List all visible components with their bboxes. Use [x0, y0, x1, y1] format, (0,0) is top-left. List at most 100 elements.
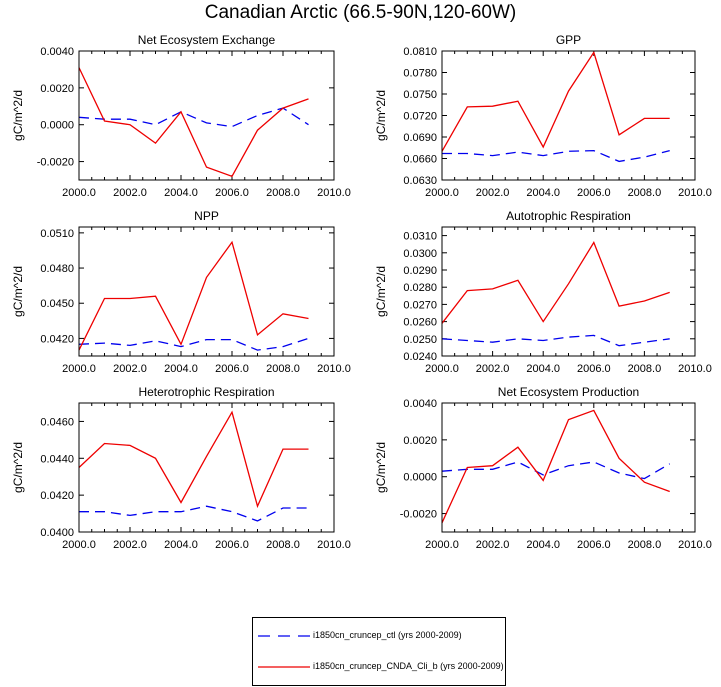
y-tick-label: 0.0460	[40, 416, 74, 428]
chart-panel-3: NPP gC/m^2/d 2000.0 2002.0 2004.0 2006.0 2008.…	[11, 209, 351, 375]
chart-panel-6: Net Ecosystem Production gC/m^2/d 2000.0 20…	[374, 385, 712, 551]
series-exp-line	[78, 67, 309, 178]
x-tick-label: 2006.0	[577, 539, 611, 551]
y-tick-label: 0.0400	[40, 527, 74, 539]
plot-frame	[441, 50, 696, 181]
x-tick-label: 2002.0	[113, 363, 147, 375]
chart-panel-5: Heterotrophic Respiration gC/m^2/d 2000.0 2…	[11, 385, 351, 551]
series-exp-line	[78, 410, 309, 509]
x-tick-label: 2000.0	[62, 539, 96, 551]
y-tick-label: 0.0250	[403, 334, 437, 346]
series-ctl-line	[441, 334, 670, 347]
series-exp-line	[78, 240, 309, 351]
y-axis-label: gC/m^2/d	[374, 442, 388, 493]
x-tick-label: 2008.0	[266, 187, 300, 199]
x-tick-label: 2006.0	[577, 363, 611, 375]
plot-frame	[78, 402, 335, 533]
x-tick-label: 2006.0	[215, 187, 249, 199]
x-tick-label: 2010.0	[317, 363, 351, 375]
y-tick-label: 0.0280	[403, 282, 437, 294]
x-tick-label: 2002.0	[476, 539, 510, 551]
y-tick-label: 0.0450	[40, 298, 74, 310]
y-tick-label: -0.0020	[400, 509, 437, 521]
y-axis-label: gC/m^2/d	[374, 90, 388, 141]
legend-entry-ctl: i1850cn_cruncep_ctl (yrs 2000-2009)	[253, 627, 505, 647]
panel-title: Heterotrophic Respiration	[138, 385, 274, 399]
legend-swatch-exp	[258, 666, 310, 668]
chart-panel-2: GPP gC/m^2/d 2000.0 2002.0 2004.0 2006.0 2008.…	[374, 33, 712, 199]
charts-canvas: Net Ecosystem Exchange gC/m^2/d 2000.0 2002…	[11, 33, 712, 551]
x-tick-label: 2000.0	[425, 187, 459, 199]
y-tick-label: -0.0020	[37, 157, 74, 169]
y-axis-label: gC/m^2/d	[11, 442, 25, 493]
y-axis-label: gC/m^2/d	[11, 90, 25, 141]
y-tick-label: 0.0660	[403, 154, 437, 166]
plot-frame	[441, 226, 696, 357]
panel-title: Net Ecosystem Production	[498, 385, 639, 399]
y-tick-label: 0.0270	[403, 299, 437, 311]
y-tick-label: 0.0690	[403, 132, 437, 144]
series-ctl-line	[79, 505, 309, 522]
legend-label-ctl: i1850cn_cruncep_ctl (yrs 2000-2009)	[313, 630, 462, 640]
y-tick-label: 0.0750	[403, 89, 437, 101]
x-tick-label: 2000.0	[62, 187, 96, 199]
x-tick-label: 2008.0	[628, 539, 662, 551]
x-tick-label: 2008.0	[266, 539, 300, 551]
x-tick-label: 2004.0	[164, 187, 198, 199]
series-ctl-line	[442, 149, 670, 163]
panel-title: Autotrophic Respiration	[506, 209, 631, 223]
x-tick-label: 2004.0	[164, 363, 198, 375]
x-tick-label: 2004.0	[164, 539, 198, 551]
legend: i1850cn_cruncep_ctl (yrs 2000-2009) i185…	[252, 617, 506, 686]
legend-label-exp: i1850cn_cruncep_CNDA_Cli_b (yrs 2000-200…	[313, 661, 504, 671]
x-tick-label: 2002.0	[476, 187, 510, 199]
x-tick-label: 2010.0	[678, 187, 712, 199]
y-tick-label: 0.0020	[403, 435, 437, 447]
y-tick-label: 0.0000	[403, 472, 437, 484]
x-tick-label: 2010.0	[317, 187, 351, 199]
x-tick-label: 2002.0	[113, 539, 147, 551]
y-tick-label: 0.0310	[403, 231, 437, 243]
x-tick-label: 2000.0	[425, 363, 459, 375]
x-tick-label: 2004.0	[526, 539, 560, 551]
y-axis-label: gC/m^2/d	[11, 266, 25, 317]
x-tick-label: 2000.0	[425, 539, 459, 551]
legend-swatch-ctl	[258, 635, 310, 637]
y-tick-label: 0.0440	[40, 453, 74, 465]
y-tick-label: 0.0420	[40, 490, 74, 502]
y-tick-label: 0.0630	[403, 175, 437, 187]
x-tick-label: 2010.0	[678, 539, 712, 551]
series-ctl-line	[78, 337, 309, 351]
plot-frame	[441, 402, 696, 533]
series-exp-line	[441, 241, 670, 324]
x-tick-label: 2006.0	[215, 539, 249, 551]
y-tick-label: 0.0720	[403, 111, 437, 123]
panel-title: GPP	[556, 33, 581, 47]
x-tick-label: 2008.0	[628, 363, 662, 375]
x-tick-label: 2004.0	[526, 187, 560, 199]
series-exp-line	[441, 409, 670, 524]
y-tick-label: 0.0040	[40, 46, 74, 58]
x-tick-label: 2010.0	[678, 363, 712, 375]
y-tick-label: 0.0810	[403, 46, 437, 58]
plot-frame	[78, 226, 335, 357]
y-tick-label: 0.0300	[403, 248, 437, 260]
plot-frame	[78, 50, 335, 181]
y-tick-label: 0.0480	[40, 263, 74, 275]
y-axis-label: gC/m^2/d	[374, 266, 388, 317]
y-tick-label: 0.0240	[403, 351, 437, 363]
x-tick-label: 2002.0	[476, 363, 510, 375]
y-tick-label: 0.0420	[40, 333, 74, 345]
x-tick-label: 2010.0	[317, 539, 351, 551]
legend-entry-exp: i1850cn_cruncep_CNDA_Cli_b (yrs 2000-200…	[253, 658, 505, 678]
x-tick-label: 2008.0	[266, 363, 300, 375]
y-tick-label: 0.0260	[403, 317, 437, 329]
series-exp-line	[441, 50, 670, 152]
x-tick-label: 2006.0	[577, 187, 611, 199]
series-ctl-line	[441, 461, 671, 480]
y-tick-label: 0.0020	[40, 83, 74, 95]
chart-panel-1: Net Ecosystem Exchange gC/m^2/d 2000.0 2002…	[11, 33, 351, 199]
x-tick-label: 2008.0	[628, 187, 662, 199]
y-tick-label: 0.0510	[40, 228, 74, 240]
figure-title: Canadian Arctic (66.5-90N,120-60W)	[204, 2, 517, 23]
